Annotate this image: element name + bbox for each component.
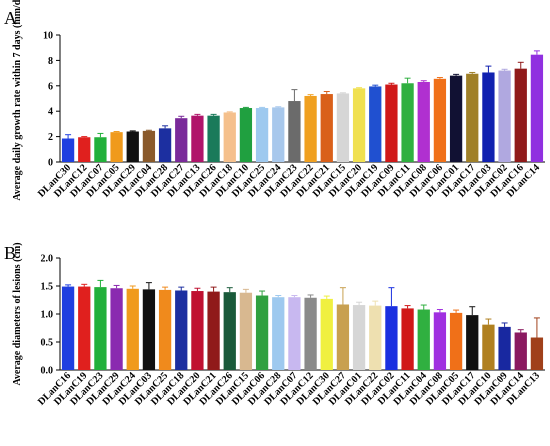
- bar: [336, 304, 350, 370]
- bar: [288, 101, 301, 162]
- bar: [191, 115, 204, 162]
- bar: [207, 291, 220, 370]
- bar: [514, 68, 527, 162]
- bar: [385, 84, 398, 162]
- bar: [110, 288, 123, 370]
- bar: [304, 95, 317, 162]
- bar: [239, 108, 253, 162]
- y-tick-label: 2: [48, 132, 53, 143]
- bar: [239, 292, 253, 370]
- bar: [336, 93, 350, 162]
- y-axis-label: Average daily growth rate within 7 days …: [12, 0, 23, 201]
- bar: [223, 112, 236, 162]
- bar: [78, 137, 91, 162]
- panel-label: B: [4, 243, 16, 263]
- bar: [207, 115, 220, 162]
- bar: [175, 290, 188, 370]
- bar: [466, 73, 479, 162]
- bar: [304, 297, 317, 370]
- y-tick-label: 0: [48, 158, 53, 169]
- bar: [94, 287, 107, 370]
- bar: [158, 289, 172, 370]
- bar: [126, 288, 139, 370]
- bar: [417, 309, 430, 370]
- bar: [94, 137, 107, 162]
- bar: [530, 54, 544, 163]
- y-tick-label: 8: [48, 56, 53, 67]
- bar: [61, 286, 75, 370]
- bar: [255, 108, 269, 162]
- bar: [369, 86, 382, 162]
- y-tick-label: 1.0: [41, 310, 54, 321]
- y-tick-label: 2.0: [41, 254, 54, 265]
- panel-label: A: [4, 8, 17, 28]
- bar: [401, 308, 414, 370]
- y-tick-label: 0.5: [41, 338, 54, 349]
- bar: [514, 332, 527, 370]
- bar: [482, 72, 495, 162]
- bar: [482, 324, 495, 370]
- bar: [175, 118, 188, 162]
- bar: [417, 81, 430, 162]
- bar: [530, 337, 544, 370]
- y-tick-label: 1.5: [41, 282, 54, 293]
- bar: [320, 94, 333, 162]
- bar: [78, 286, 91, 370]
- bar: [352, 88, 366, 162]
- bar: [433, 78, 447, 162]
- bar: [498, 326, 511, 370]
- bar: [272, 107, 285, 162]
- bar: [191, 291, 204, 370]
- bar: [433, 312, 447, 370]
- bar: [158, 128, 172, 162]
- bar: [449, 312, 463, 370]
- bar: [385, 306, 398, 370]
- bar: [223, 292, 236, 370]
- bar: [288, 297, 301, 370]
- y-tick-label: 10: [43, 31, 53, 42]
- bar: [352, 305, 366, 370]
- bar: [369, 305, 382, 370]
- bar: [142, 130, 156, 162]
- y-tick-label: 0.0: [41, 366, 54, 377]
- bar: [272, 297, 285, 370]
- bar: [61, 138, 75, 162]
- bar: [255, 295, 269, 370]
- bar: [466, 315, 479, 370]
- bar: [126, 131, 139, 162]
- y-axis-label: Average diameters of lesions (cm): [12, 242, 23, 385]
- y-tick-label: 6: [48, 81, 53, 92]
- bar: [142, 289, 156, 370]
- y-tick-label: 4: [48, 107, 53, 118]
- bar: [449, 75, 463, 162]
- bar: [498, 70, 511, 162]
- bar: [320, 298, 333, 370]
- bar: [110, 132, 123, 162]
- bar: [401, 83, 414, 162]
